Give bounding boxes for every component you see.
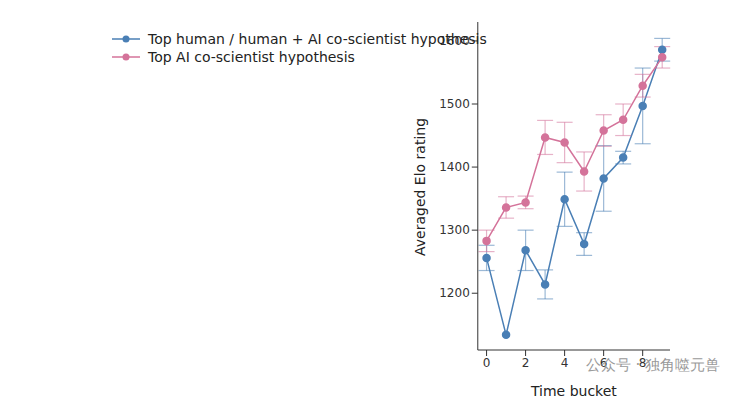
- svg-text:4: 4: [561, 356, 569, 370]
- svg-text:Averaged Elo rating: Averaged Elo rating: [412, 118, 428, 256]
- svg-text:1400: 1400: [439, 160, 470, 174]
- svg-text:2: 2: [522, 356, 530, 370]
- svg-text:Time bucket: Time bucket: [530, 383, 617, 396]
- svg-text:1300: 1300: [439, 223, 470, 237]
- svg-text:1500: 1500: [439, 97, 470, 111]
- svg-text:1600: 1600: [439, 34, 470, 48]
- svg-text:1200: 1200: [439, 286, 470, 300]
- svg-text:0: 0: [483, 356, 491, 370]
